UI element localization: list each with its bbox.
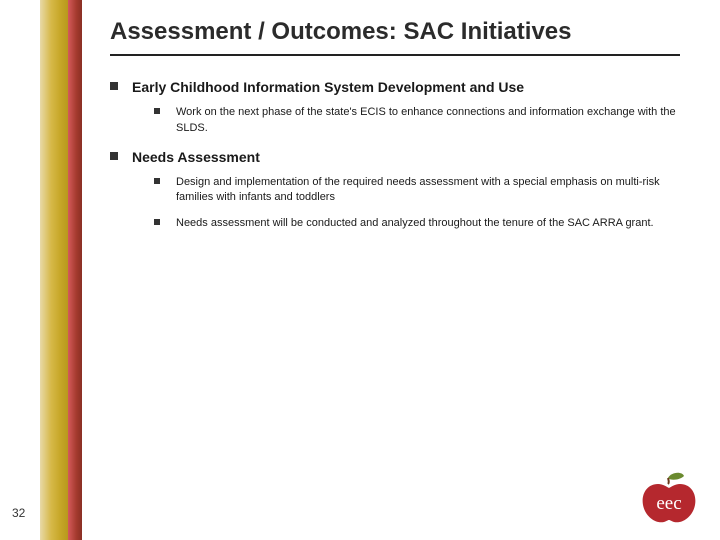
bullet-level1: Needs Assessment Design and implementati… xyxy=(110,148,680,231)
bullet-level2: Work on the next phase of the state's EC… xyxy=(154,105,680,136)
bullet-marker-icon xyxy=(110,82,118,90)
decorative-stripe-red xyxy=(68,0,82,540)
bullet-level2-text: Work on the next phase of the state's EC… xyxy=(176,105,680,136)
bullet-level1-text: Early Childhood Information System Devel… xyxy=(132,78,680,97)
content-area: Assessment / Outcomes: SAC Initiatives E… xyxy=(110,18,690,243)
eec-apple-logo: eec xyxy=(638,472,700,526)
bullet-level2: Design and implementation of the require… xyxy=(154,175,680,206)
page-number: 32 xyxy=(12,506,25,520)
bullet-level2-text: Design and implementation of the require… xyxy=(176,175,680,206)
title-underline xyxy=(110,54,680,56)
bullet-marker-icon xyxy=(154,178,160,184)
slide-page: Assessment / Outcomes: SAC Initiatives E… xyxy=(0,0,720,540)
bullet-marker-icon xyxy=(110,152,118,160)
decorative-stripe-gold xyxy=(40,0,68,540)
logo-letters: eec xyxy=(656,493,681,514)
bullet-level2-text: Needs assessment will be conducted and a… xyxy=(176,216,680,231)
bullet-level1: Early Childhood Information System Devel… xyxy=(110,78,680,136)
bullet-marker-icon xyxy=(154,219,160,225)
bullet-list: Early Childhood Information System Devel… xyxy=(110,78,680,231)
bullet-marker-icon xyxy=(154,108,160,114)
page-title: Assessment / Outcomes: SAC Initiatives xyxy=(110,18,690,46)
bullet-level2: Needs assessment will be conducted and a… xyxy=(154,216,680,231)
bullet-level1-text: Needs Assessment xyxy=(132,148,680,167)
